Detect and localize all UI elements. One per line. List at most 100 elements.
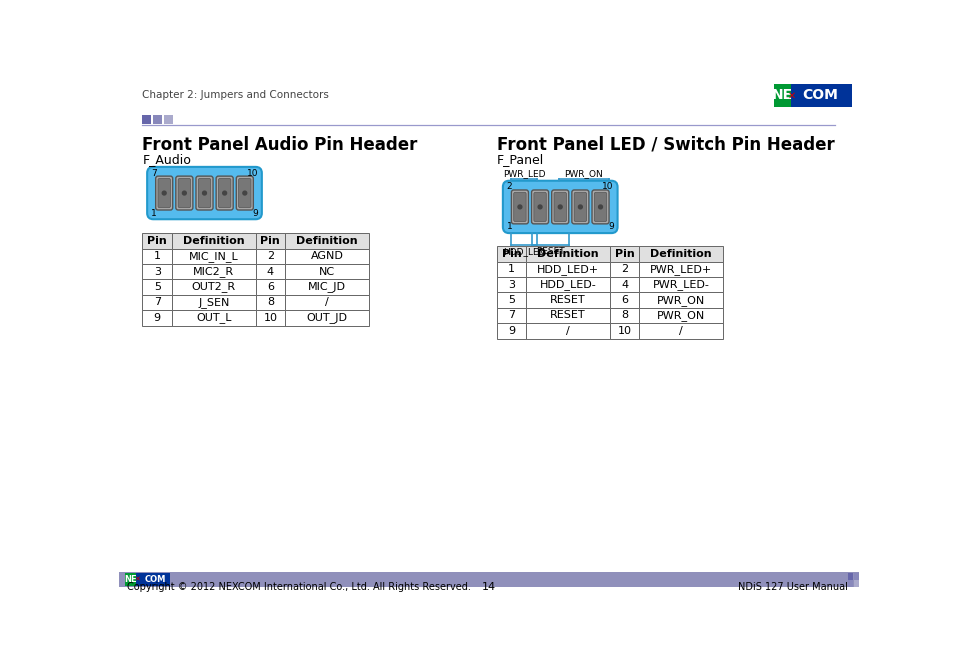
Bar [525, 246, 609, 261]
FancyBboxPatch shape [198, 179, 211, 208]
Text: Pin: Pin [614, 249, 634, 259]
Text: OUT2_R: OUT2_R [192, 282, 235, 292]
Text: Pin: Pin [147, 236, 167, 246]
Text: Chapter 2: Jumpers and Connectors: Chapter 2: Jumpers and Connectors [142, 89, 329, 99]
Text: Copyright © 2012 NEXCOM International Co., Ltd. All Rights Reserved.: Copyright © 2012 NEXCOM International Co… [127, 583, 471, 592]
FancyBboxPatch shape [531, 190, 548, 224]
Bar [285, 264, 369, 280]
Text: 1: 1 [151, 208, 156, 218]
Bar [639, 308, 722, 323]
Bar [639, 246, 722, 261]
Bar [609, 277, 639, 292]
Text: 2: 2 [506, 182, 512, 192]
Circle shape [243, 191, 247, 195]
Circle shape [558, 205, 561, 209]
Text: 1: 1 [506, 222, 512, 231]
Text: 10: 10 [263, 312, 277, 323]
Text: COM: COM [801, 88, 838, 102]
Bar [639, 261, 722, 277]
Text: AGND: AGND [310, 251, 343, 261]
FancyBboxPatch shape [551, 190, 568, 224]
Bar [153, 116, 162, 124]
Text: OUT_L: OUT_L [196, 312, 232, 323]
Text: 10: 10 [617, 326, 631, 336]
Bar [639, 323, 722, 339]
Text: Definition: Definition [537, 249, 598, 259]
Bar [142, 233, 172, 249]
Text: Pin: Pin [260, 236, 280, 246]
FancyBboxPatch shape [511, 190, 528, 224]
Text: 5: 5 [507, 295, 515, 305]
Circle shape [517, 205, 521, 209]
Text: F_Panel: F_Panel [497, 153, 543, 166]
Text: 9: 9 [607, 222, 613, 231]
FancyBboxPatch shape [158, 179, 171, 208]
Bar [142, 310, 172, 325]
Bar [609, 292, 639, 308]
FancyBboxPatch shape [147, 167, 261, 219]
Text: 9: 9 [153, 312, 161, 323]
Text: 14: 14 [481, 583, 496, 592]
Text: MIC_JD: MIC_JD [308, 282, 346, 292]
FancyBboxPatch shape [571, 190, 588, 224]
Text: NE: NE [771, 88, 792, 102]
Bar [255, 295, 285, 310]
FancyBboxPatch shape [574, 192, 586, 222]
Text: HDD_LED+: HDD_LED+ [537, 264, 598, 275]
Text: 6: 6 [620, 295, 627, 305]
Text: 4: 4 [620, 280, 627, 290]
Bar [255, 310, 285, 325]
Text: RESET: RESET [550, 310, 585, 321]
Text: NC: NC [318, 267, 335, 277]
Bar [285, 233, 369, 249]
FancyBboxPatch shape [218, 179, 231, 208]
Circle shape [182, 191, 186, 195]
FancyBboxPatch shape [195, 176, 213, 210]
Text: PWR_ON: PWR_ON [657, 294, 704, 306]
Bar [142, 249, 172, 264]
Text: RESET: RESET [536, 247, 564, 256]
Bar [142, 116, 151, 124]
Bar [255, 264, 285, 280]
Bar [172, 295, 255, 310]
Text: HDD_LED: HDD_LED [502, 247, 545, 256]
Text: PWR_LED: PWR_LED [502, 169, 545, 178]
Text: F_Audio: F_Audio [142, 153, 192, 166]
FancyBboxPatch shape [178, 179, 191, 208]
Bar [119, 572, 858, 587]
Text: /: / [325, 298, 329, 307]
FancyBboxPatch shape [592, 190, 608, 224]
Text: 3: 3 [153, 267, 160, 277]
Bar [525, 261, 609, 277]
Text: /: / [679, 326, 682, 336]
Bar [497, 308, 525, 323]
Text: 4: 4 [267, 267, 274, 277]
Bar [285, 249, 369, 264]
Text: PWR_LED-: PWR_LED- [652, 280, 709, 290]
Text: 2: 2 [267, 251, 274, 261]
Text: 8: 8 [267, 298, 274, 307]
Text: 1: 1 [153, 251, 160, 261]
Text: 8: 8 [620, 310, 627, 321]
FancyBboxPatch shape [513, 192, 525, 222]
Text: ✕: ✕ [787, 90, 795, 100]
Bar [639, 277, 722, 292]
Circle shape [202, 191, 206, 195]
Bar [125, 573, 136, 586]
Bar [847, 573, 852, 579]
Bar [773, 84, 851, 107]
Text: 9: 9 [507, 326, 515, 336]
Bar [285, 310, 369, 325]
Circle shape [598, 205, 602, 209]
Text: HDD_LED-: HDD_LED- [539, 280, 596, 290]
Bar [609, 246, 639, 261]
FancyBboxPatch shape [594, 192, 606, 222]
Bar [853, 573, 859, 579]
Text: Front Panel Audio Pin Header: Front Panel Audio Pin Header [142, 136, 417, 153]
FancyBboxPatch shape [216, 176, 233, 210]
Bar [609, 261, 639, 277]
Text: 10: 10 [601, 182, 613, 192]
Text: NDiS 127 User Manual: NDiS 127 User Manual [737, 583, 847, 592]
Bar [164, 116, 172, 124]
Text: PWR_LED+: PWR_LED+ [649, 264, 712, 275]
